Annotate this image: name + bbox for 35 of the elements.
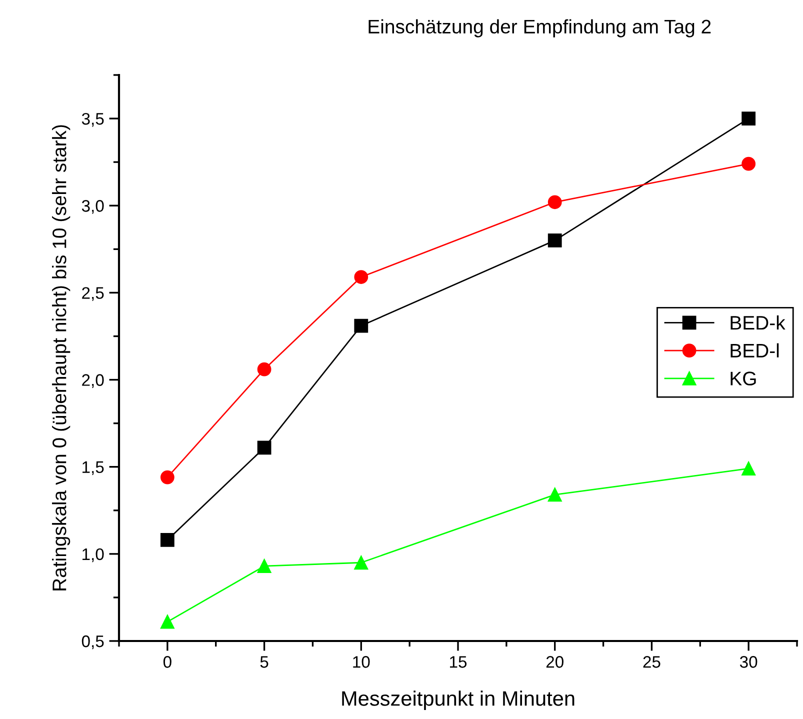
y-tick-label: 3,5	[82, 112, 104, 127]
x-tick-label: 30	[740, 656, 758, 668]
point	[354, 318, 368, 333]
point	[354, 556, 368, 570]
x-tick-label: 10	[353, 656, 370, 668]
legend-label: BED-l	[730, 343, 779, 358]
y-tick-label: 1,5	[82, 461, 104, 476]
point	[742, 112, 756, 126]
point	[742, 462, 756, 476]
x-tick-label: 15	[450, 656, 467, 668]
point	[160, 614, 174, 629]
x-tick-label: 20	[546, 656, 564, 668]
x-tick-label: 0	[163, 656, 172, 668]
point	[160, 470, 174, 484]
x-axis-title: Messzeitpunkt in Minuten	[342, 690, 574, 710]
legend-label: KG	[730, 372, 756, 386]
legend-label: BED-k	[730, 315, 786, 330]
y-tick-label: 2,0	[82, 374, 104, 388]
point	[257, 440, 272, 455]
y-axis-title: Ratingskala von 0 (überhaupt nicht) bis 10 (sehr stark)	[52, 125, 70, 590]
y-tick-label: 3,0	[82, 200, 104, 214]
point	[548, 195, 562, 210]
point	[257, 559, 272, 574]
x-tick-label: 25	[643, 656, 660, 668]
y-tick-label: 0,5	[82, 635, 104, 650]
point	[160, 533, 174, 547]
x-tick-label: 5	[260, 656, 268, 668]
y-tick-label: 2,5	[82, 287, 104, 301]
chart-title: Einschätzung der Empfindung am Tag 2	[368, 19, 711, 38]
point	[257, 362, 272, 376]
point	[548, 234, 562, 248]
point	[354, 270, 368, 284]
y-tick-label: 1,0	[82, 548, 104, 562]
point	[548, 488, 562, 502]
point	[742, 156, 756, 171]
